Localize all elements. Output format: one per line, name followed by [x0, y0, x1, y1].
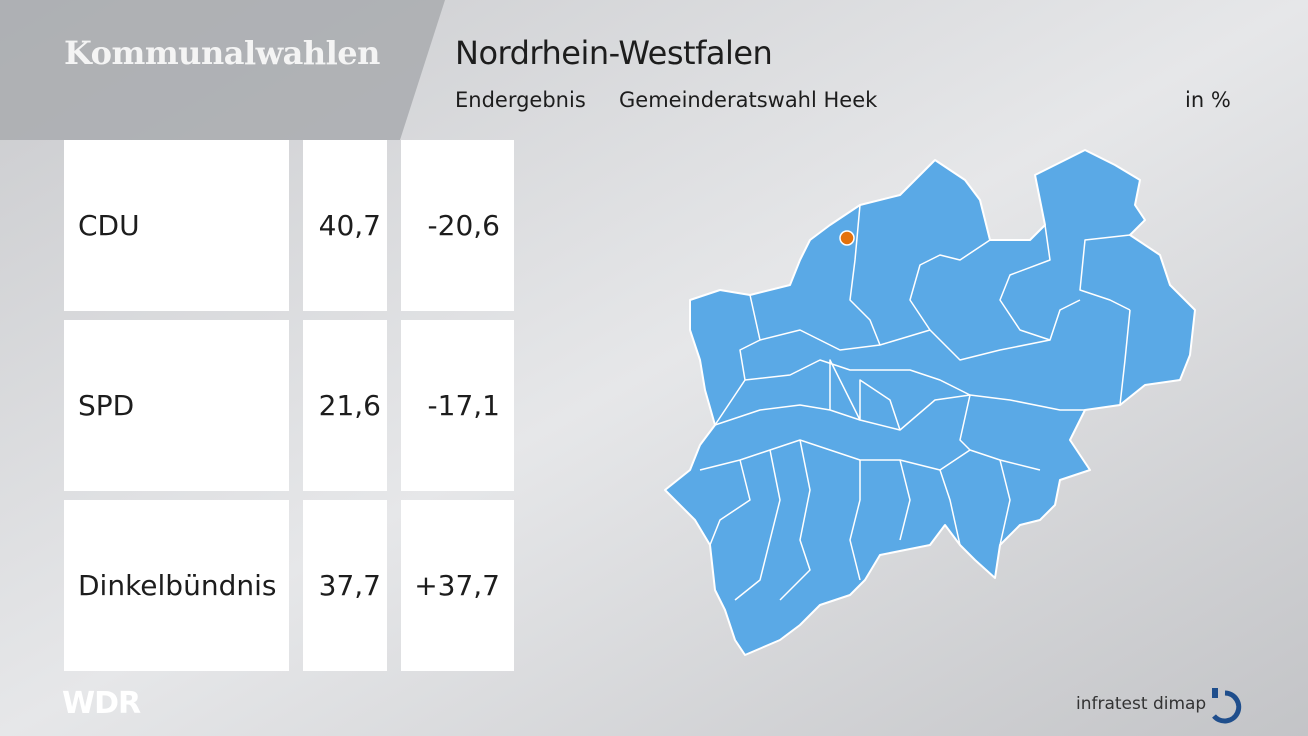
unit: in % [1185, 88, 1231, 112]
cell-share: 40,7 [303, 140, 387, 311]
broadcaster-logo: WDR [62, 686, 141, 721]
cell-change: -20,6 [401, 140, 514, 311]
pollster-logo: infratest dimap [1076, 694, 1207, 714]
cell-party: Dinkelbündnis [64, 500, 289, 671]
cell-change: +37,7 [401, 500, 514, 671]
cell-share: 21,6 [303, 320, 387, 491]
marker-heek [839, 230, 855, 246]
cell-party: SPD [64, 320, 289, 491]
cell-change: -17,1 [401, 320, 514, 491]
cell-party: CDU [64, 140, 289, 311]
logo-icon [1212, 688, 1242, 724]
election: Gemeinderatswahl Heek [619, 88, 878, 112]
status: Endergebnis [455, 88, 586, 112]
title: Nordrhein-Westfalen [455, 34, 773, 72]
header-title: Kommunalwahlen [64, 34, 380, 72]
cell-share: 37,7 [303, 500, 387, 671]
map [664, 149, 1196, 656]
